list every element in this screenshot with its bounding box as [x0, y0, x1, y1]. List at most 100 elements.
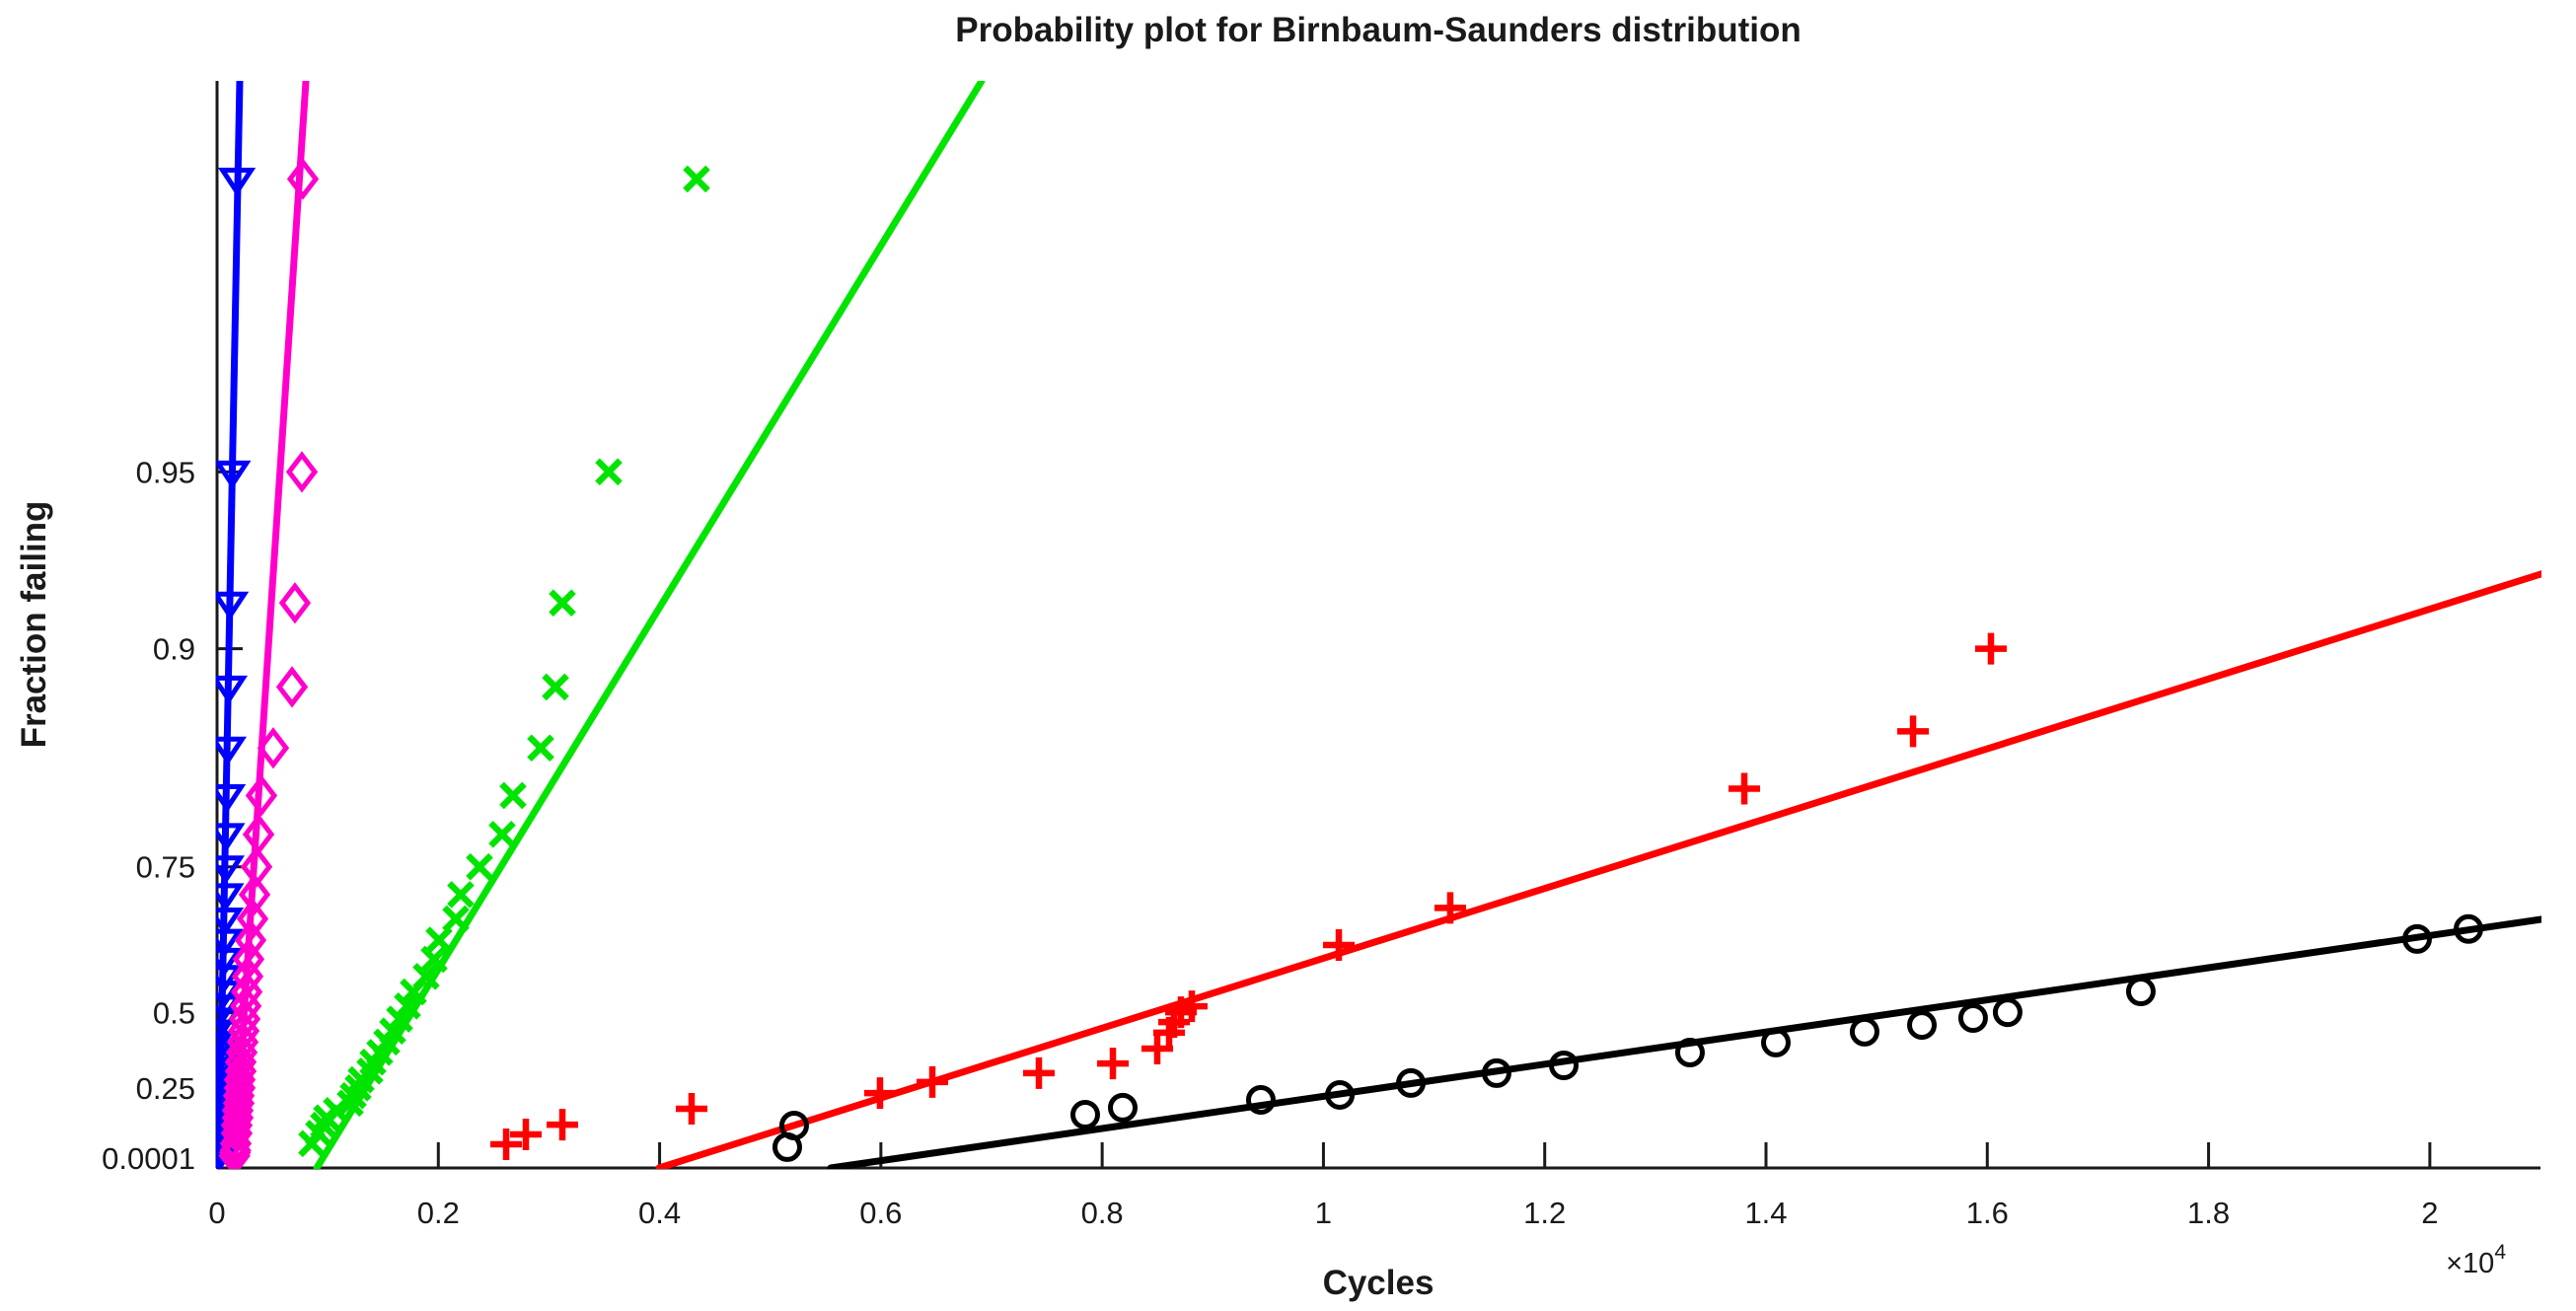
plus-marker	[1323, 928, 1356, 961]
x-marker	[420, 945, 448, 974]
x-axis-exponent: ×104	[2446, 1241, 2506, 1279]
plus-marker	[1141, 1032, 1173, 1064]
circle-marker	[1674, 1037, 1705, 1067]
series-sample-4-markers	[490, 632, 2007, 1160]
series-sample-5-markers	[772, 913, 2483, 1162]
y-tick-label: 0.75	[136, 850, 195, 885]
x-marker	[386, 1005, 413, 1033]
triangle-down-marker	[216, 823, 246, 852]
circle-marker	[1069, 1099, 1100, 1129]
circle-marker	[1481, 1057, 1511, 1088]
diamond-marker	[285, 451, 319, 493]
circle-marker	[1849, 1016, 1879, 1047]
plus-marker	[1729, 772, 1761, 805]
triangle-down-marker	[217, 167, 257, 197]
y-tick-label: 0.95	[136, 455, 195, 489]
fit-line-sample-4	[655, 570, 2541, 1169]
circle-marker	[1325, 1079, 1356, 1110]
x-axis-label: Cycles	[1323, 1264, 1435, 1302]
data-markers-layer	[216, 158, 2483, 1169]
plus-marker	[1175, 990, 1208, 1023]
triangle-down-marker	[216, 1007, 243, 1037]
series-sample-2-markers	[218, 158, 320, 1169]
plus-marker	[1434, 892, 1466, 924]
circle-marker	[1108, 1092, 1139, 1123]
triangle-down-marker	[216, 981, 243, 1010]
x-tick-label: 0.6	[859, 1196, 902, 1230]
x-marker	[527, 734, 554, 763]
fit-lines-layer	[216, 81, 2541, 1169]
x-marker	[394, 992, 421, 1020]
series-sample-3-markers	[298, 165, 710, 1158]
triangle-down-marker	[216, 736, 248, 765]
triangle-down-marker	[216, 675, 249, 704]
y-tick-label: 0.25	[136, 1071, 195, 1106]
circle-marker	[1396, 1067, 1427, 1098]
y-tick-label: 0.9	[153, 632, 195, 667]
triangle-down-marker	[216, 883, 245, 912]
diamond-marker	[232, 938, 265, 981]
fit-line-sample-3	[313, 81, 986, 1169]
diamond-marker	[242, 813, 275, 855]
x-tick-label: 1	[1315, 1196, 1332, 1230]
circle-marker	[2401, 923, 2432, 954]
plus-marker	[546, 1109, 578, 1141]
diamond-marker	[238, 873, 271, 915]
y-tick-label: 0.5	[153, 996, 195, 1031]
circle-marker	[1907, 1010, 1938, 1041]
x-marker	[595, 458, 623, 486]
diamond-marker	[278, 582, 312, 624]
plus-marker	[1023, 1056, 1055, 1089]
x-marker	[466, 852, 493, 881]
y-axis-label: Fraction failing	[15, 501, 53, 749]
diamond-marker	[240, 845, 273, 888]
plus-marker	[1097, 1048, 1130, 1080]
circle-marker	[1245, 1085, 1276, 1116]
x-tick-label: 1.6	[1966, 1196, 2009, 1230]
x-marker	[549, 589, 576, 618]
y-tick-label: 0.0001	[102, 1141, 195, 1176]
triangle-down-marker	[216, 591, 250, 620]
x-tick-label: 0.4	[638, 1196, 681, 1230]
x-tick-label: 1.4	[1744, 1196, 1787, 1230]
x-marker	[683, 165, 710, 193]
x-tick-label: 0.8	[1081, 1196, 1124, 1230]
circle-marker	[2125, 977, 2156, 1007]
x-marker	[442, 905, 470, 933]
diamond-marker	[245, 774, 278, 817]
plus-marker	[917, 1065, 949, 1098]
circle-marker	[1549, 1051, 1580, 1081]
x-marker	[542, 673, 569, 701]
circle-marker	[2453, 913, 2483, 944]
triangle-down-marker	[216, 855, 246, 885]
plus-marker	[863, 1077, 896, 1110]
x-tick-label: 1.2	[1523, 1196, 1566, 1230]
circle-marker	[1957, 1003, 1988, 1034]
x-tick-label: 0.2	[417, 1196, 460, 1230]
chart-title: Probability plot for Birnbaum-Saunders d…	[955, 11, 1802, 49]
triangle-down-marker	[216, 994, 243, 1024]
diamond-marker	[236, 898, 269, 940]
plus-marker	[1897, 715, 1930, 748]
plus-marker	[675, 1093, 707, 1126]
x-marker	[488, 821, 516, 848]
x-tick-label: 2	[2421, 1196, 2438, 1230]
circle-marker	[778, 1111, 809, 1141]
x-marker	[499, 781, 527, 810]
x-tick-label: 1.8	[2187, 1196, 2230, 1230]
circle-marker	[1760, 1027, 1791, 1057]
plus-marker	[1974, 632, 2007, 665]
x-marker	[425, 926, 453, 954]
diamond-marker	[286, 158, 320, 200]
diamond-marker	[234, 918, 267, 962]
diamond-marker	[231, 955, 264, 997]
triangle-down-marker	[216, 783, 247, 814]
x-marker	[336, 1089, 364, 1118]
axes-layer: 0 0.2 0.4 0.6 0.8 1 1.2 1.4 1.6 1.8 2 0.0001 0.25 0.5…	[102, 81, 2540, 1230]
fit-line-sample-5	[827, 915, 2541, 1169]
x-marker	[447, 881, 475, 909]
x-tick-label: 0	[208, 1196, 225, 1230]
diamond-marker	[257, 727, 290, 769]
